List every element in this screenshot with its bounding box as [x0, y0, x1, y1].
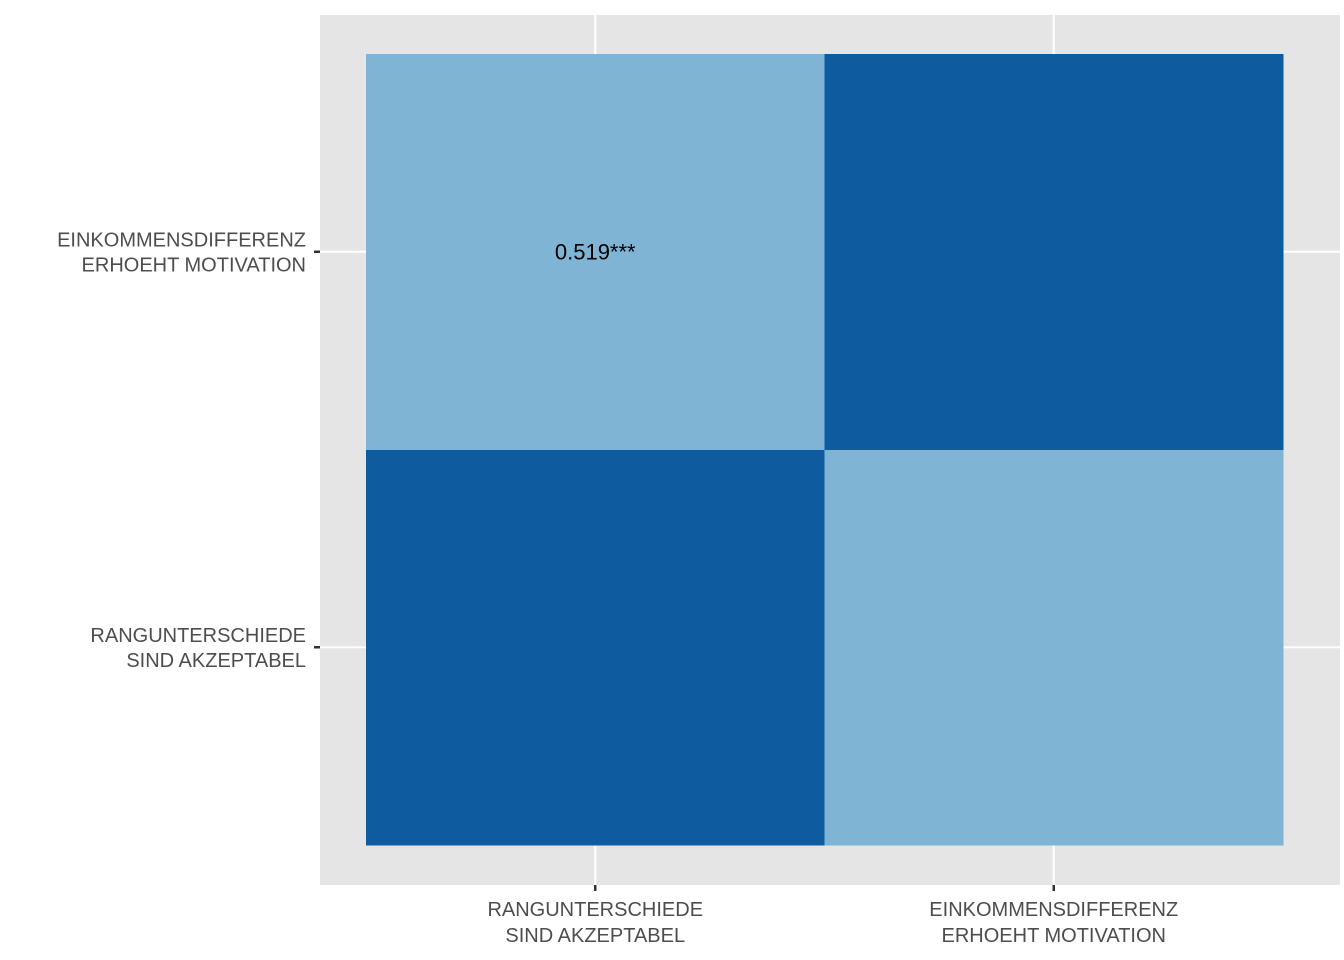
y-tick-label: ERHOEHT MOTIVATION: [82, 254, 306, 276]
cell-labels: 0.519***: [555, 239, 636, 264]
heatmap-cell: [824, 54, 1284, 450]
heatmap-cell: [366, 54, 825, 450]
heatmap-cells: [366, 54, 1284, 846]
y-tick-label: EINKOMMENSDIFFERENZ: [57, 229, 306, 251]
x-tick-label: ERHOEHT MOTIVATION: [942, 925, 1166, 947]
y-axis: RANGUNTERSCHIEDE SIND AKZEPTABEL EINKOMMEN…: [57, 229, 320, 672]
x-tick-label: RANGUNTERSCHIEDE: [487, 899, 703, 921]
x-axis: RANGUNTERSCHIEDE SIND AKZEPTABEL EINKOMMEN…: [487, 885, 1178, 947]
y-tick-label: SIND AKZEPTABEL: [126, 650, 306, 672]
heatmap-cell: [824, 449, 1284, 846]
x-tick-label: SIND AKZEPTABEL: [505, 925, 685, 947]
y-tick-label: RANGUNTERSCHIEDE: [90, 625, 306, 647]
heatmap-cell: [366, 449, 825, 846]
cell-value-label: 0.519***: [555, 239, 636, 264]
x-tick-label: EINKOMMENSDIFFERENZ: [929, 899, 1178, 921]
